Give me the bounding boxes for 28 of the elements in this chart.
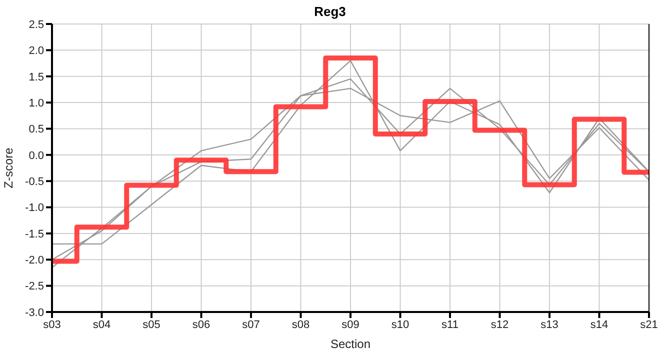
x-tick-label: s10 — [391, 318, 410, 331]
y-tick-label: 1.5 — [28, 71, 44, 84]
x-tick-label: s21 — [640, 318, 658, 331]
y-tick-label: 1.0 — [28, 97, 44, 110]
y-tick-label: 0.5 — [28, 124, 44, 136]
x-tick-label: s03 — [43, 318, 61, 331]
x-tick-label: s11 — [442, 318, 458, 331]
x-tick-label: s04 — [92, 318, 111, 331]
y-tick-label: -1.0 — [25, 202, 44, 214]
y-tick-label: 2.5 — [28, 18, 44, 31]
x-tick-label: s09 — [342, 318, 360, 331]
x-tick-label: s13 — [540, 318, 558, 331]
y-axis-title: Z-score — [1, 147, 16, 188]
y-tick-label: -3.0 — [25, 306, 44, 319]
chart-title: Reg3 — [313, 4, 347, 19]
y-tick-label: 2.0 — [28, 45, 44, 58]
x-tick-label: s08 — [292, 318, 310, 331]
x-tick-label: s05 — [142, 318, 160, 331]
x-tick-label: s12 — [490, 318, 509, 331]
y-tick-label: -2.5 — [25, 280, 44, 293]
x-axis-title: Section — [330, 337, 371, 351]
x-tick-label: s14 — [590, 318, 608, 331]
x-tick-label: s06 — [192, 318, 210, 331]
y-tick-label: 0.0 — [28, 150, 44, 162]
y-tick-label: -2.0 — [25, 254, 44, 267]
y-tick-label: -1.5 — [25, 228, 44, 240]
y-tick-label: -0.5 — [25, 176, 44, 188]
x-tick-label: s07 — [242, 318, 260, 331]
